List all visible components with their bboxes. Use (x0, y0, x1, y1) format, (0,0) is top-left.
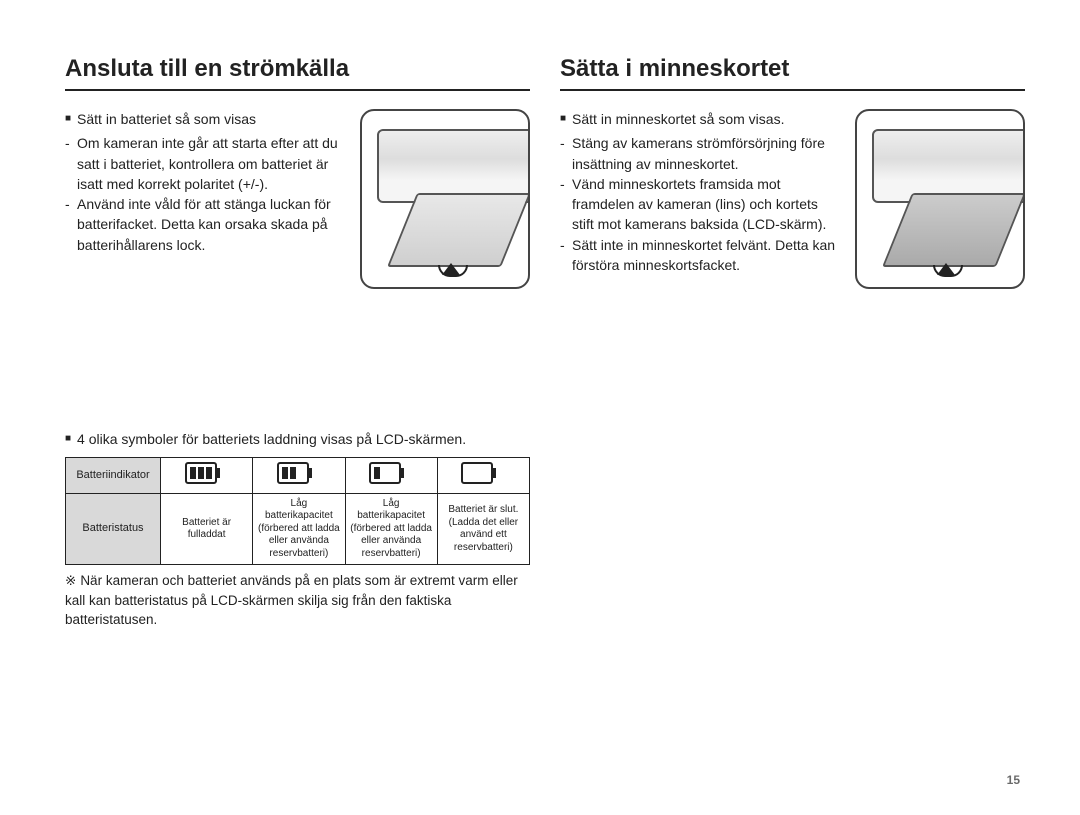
right-sub-list: - Stäng av kamerans strömförsörjning för… (560, 133, 843, 275)
status-cell: Batteriet är slut. (Ladda det eller anvä… (437, 493, 529, 565)
battery-shape (387, 193, 530, 267)
status-cell: Låg batterikapacitet (förbered att ladda… (345, 493, 437, 565)
list-item: - Sätt inte in minneskortet felvänt. Det… (560, 235, 843, 276)
right-sub-1: Stäng av kamerans strömförsörjning före … (572, 133, 843, 174)
row-header-indicator: Batteriindikator (66, 458, 161, 494)
dash-bullet-icon: - (65, 194, 73, 255)
page-number: 15 (1007, 773, 1020, 787)
left-intro-bullet: ■ Sätt in batteriet så som visas (65, 109, 348, 129)
battery-insert-illustration (360, 109, 530, 289)
right-sub-2: Vänd minneskortets framsida mot framdele… (572, 174, 843, 235)
camera-body-shape (872, 129, 1025, 203)
battery-one-bar-icon (369, 462, 413, 489)
battery-icon-cell (345, 458, 437, 494)
memory-card-shape (882, 193, 1025, 267)
left-sub-list: - Om kameran inte går att starta efter a… (65, 133, 348, 255)
battery-icon-cell (161, 458, 253, 494)
list-item: - Om kameran inte går att starta efter a… (65, 133, 348, 194)
mid-bullet: ■ 4 olika symboler för batteriets laddni… (65, 429, 530, 449)
dash-bullet-icon: - (560, 133, 568, 174)
right-intro-text: ■ Sätt in minneskortet så som visas. - S… (560, 109, 843, 275)
table-row: Batteristatus Batteriet är fulladdat Låg… (66, 493, 530, 565)
list-item: - Använd inte våld för att stänga luckan… (65, 194, 348, 255)
battery-full-icon (185, 462, 229, 489)
list-item: - Vänd minneskortets framsida mot framde… (560, 174, 843, 235)
battery-icon-cell (437, 458, 529, 494)
right-intro-bullet: ■ Sätt in minneskortet så som visas. (560, 109, 843, 129)
left-intro-text: ■ Sätt in batteriet så som visas - Om ka… (65, 109, 348, 255)
left-section-title: Ansluta till en strömkälla (65, 55, 530, 91)
right-section-title: Sätta i minneskortet (560, 55, 1025, 91)
left-intro-row: ■ Sätt in batteriet så som visas - Om ka… (65, 109, 530, 289)
status-cell: Låg batterikapacitet (förbered att ladda… (253, 493, 345, 565)
left-intro-label: Sätt in batteriet så som visas (77, 109, 256, 129)
battery-status-intro: ■ 4 olika symboler för batteriets laddni… (65, 429, 530, 449)
memory-card-insert-illustration (855, 109, 1025, 289)
battery-empty-icon (461, 462, 505, 489)
square-bullet-icon: ■ (65, 109, 71, 129)
battery-two-bars-icon (277, 462, 321, 489)
row-header-status: Batteristatus (66, 493, 161, 565)
two-column-layout: Ansluta till en strömkälla ■ Sätt in bat… (65, 55, 1025, 630)
mid-line-text: 4 olika symboler för batteriets laddning… (77, 429, 466, 449)
arrow-up-icon (937, 263, 955, 275)
square-bullet-icon: ■ (65, 429, 71, 449)
page: Ansluta till en strömkälla ■ Sätt in bat… (0, 0, 1080, 815)
square-bullet-icon: ■ (560, 109, 566, 129)
temperature-note: ※När kameran och batteriet används på en… (65, 571, 530, 630)
right-sub-3: Sätt inte in minneskortet felvänt. Detta… (572, 235, 843, 276)
reference-mark-icon: ※ (65, 573, 76, 588)
status-cell: Batteriet är fulladdat (161, 493, 253, 565)
left-sub-2: Använd inte våld för att stänga luckan f… (77, 194, 348, 255)
dash-bullet-icon: - (65, 133, 73, 194)
right-column: Sätta i minneskortet ■ Sätt in minneskor… (560, 55, 1025, 630)
camera-body-shape (377, 129, 530, 203)
arrow-up-icon (442, 263, 460, 275)
left-column: Ansluta till en strömkälla ■ Sätt in bat… (65, 55, 530, 630)
note-text: När kameran och batteriet används på en … (65, 573, 518, 627)
dash-bullet-icon: - (560, 174, 568, 235)
dash-bullet-icon: - (560, 235, 568, 276)
right-intro-row: ■ Sätt in minneskortet så som visas. - S… (560, 109, 1025, 289)
battery-status-table: Batteriindikator Batteristatus Batteriet… (65, 457, 530, 565)
list-item: - Stäng av kamerans strömförsörjning för… (560, 133, 843, 174)
right-intro-label: Sätt in minneskortet så som visas. (572, 109, 784, 129)
battery-icon-cell (253, 458, 345, 494)
table-row: Batteriindikator (66, 458, 530, 494)
left-sub-1: Om kameran inte går att starta efter att… (77, 133, 348, 194)
